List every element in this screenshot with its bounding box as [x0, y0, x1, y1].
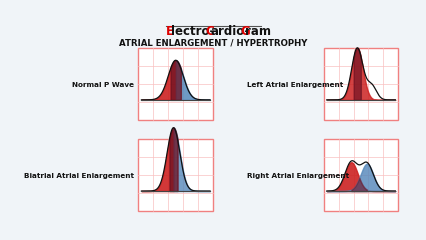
Text: Normal P Wave: Normal P Wave — [72, 82, 134, 88]
Text: ATRIAL ENLARGEMENT / HYPERTROPHY: ATRIAL ENLARGEMENT / HYPERTROPHY — [119, 38, 307, 48]
Text: ram: ram — [245, 25, 271, 38]
Text: Biatrial Atrial Enlargement: Biatrial Atrial Enlargement — [24, 173, 134, 180]
Bar — [138, 48, 213, 120]
Bar — [138, 139, 213, 211]
Text: Left Atrial Enlargement: Left Atrial Enlargement — [247, 82, 343, 88]
Text: ardio-: ardio- — [210, 25, 250, 38]
Text: lectro-: lectro- — [170, 25, 214, 38]
Bar — [324, 48, 398, 120]
Text: G: G — [241, 25, 250, 38]
Bar — [324, 139, 398, 211]
Text: Right Atrial Enlargement: Right Atrial Enlargement — [247, 173, 349, 180]
Text: E: E — [165, 25, 173, 38]
Text: C: C — [205, 25, 214, 38]
